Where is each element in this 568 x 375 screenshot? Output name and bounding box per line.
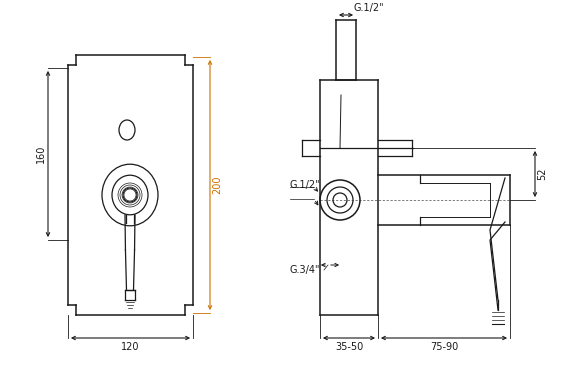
Text: 52: 52 xyxy=(537,168,547,180)
Text: 160: 160 xyxy=(36,145,46,163)
Text: G.1/2": G.1/2" xyxy=(354,3,385,13)
Text: 35-50: 35-50 xyxy=(335,342,363,352)
Text: 200: 200 xyxy=(212,176,222,194)
Text: 75-90: 75-90 xyxy=(430,342,458,352)
Text: 120: 120 xyxy=(121,342,140,352)
Text: G.3/4": G.3/4" xyxy=(289,265,319,275)
Text: G.1/2": G.1/2" xyxy=(289,180,320,190)
